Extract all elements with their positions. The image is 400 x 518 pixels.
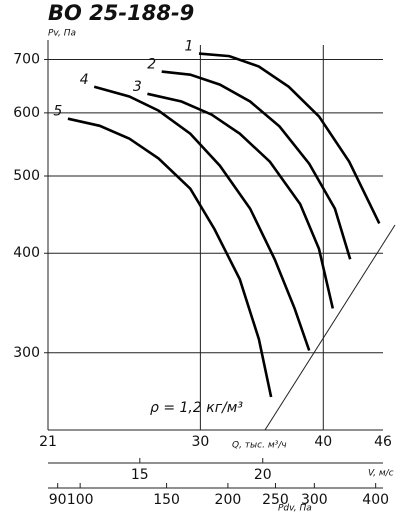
v-axis-label: V, м/с (368, 469, 394, 479)
x2-tick-label: 100 (67, 492, 94, 508)
x2-tick-label: 300 (301, 492, 328, 508)
curve-label: 2 (147, 57, 156, 73)
y-tick-label: 600 (13, 105, 40, 121)
y-tick-label: 500 (13, 168, 40, 184)
curve-label: 5 (53, 104, 62, 120)
x-tick-label: 40 (314, 434, 332, 450)
chart-title: ВО 25-188-9 (48, 1, 194, 25)
curve (67, 117, 273, 398)
x-axis-label: Q, тыс. м³/ч (232, 441, 287, 451)
y-tick-label: 700 (13, 52, 40, 68)
curve (93, 85, 311, 351)
system-line (264, 224, 396, 431)
curve (147, 92, 335, 309)
y-tick-label: 400 (13, 245, 40, 261)
pdv-axis-label: Pdv, Па (278, 504, 312, 514)
y-tick-label: 300 (13, 345, 40, 361)
x2-tick-label: 20 (254, 467, 272, 483)
x-tick-label: 30 (191, 434, 209, 450)
x2-tick-label: 90 (49, 492, 67, 508)
x-tick-label: 21 (39, 434, 57, 450)
x2-tick-label: 15 (131, 467, 149, 483)
x2-tick-label: 250 (262, 492, 289, 508)
curve (161, 70, 352, 260)
curve-label: 3 (133, 79, 142, 95)
x2-tick-label: 400 (362, 492, 389, 508)
curve (198, 52, 381, 224)
y-axis-label: Pv, Па (48, 29, 76, 39)
x-tick-label: 46 (374, 434, 392, 450)
curve-label: 1 (184, 39, 193, 55)
annotation: ρ = 1,2 кг/м³ (150, 400, 243, 416)
x2-tick-label: 150 (153, 492, 180, 508)
x2-tick-label: 200 (215, 492, 242, 508)
curve-label: 4 (80, 72, 89, 88)
